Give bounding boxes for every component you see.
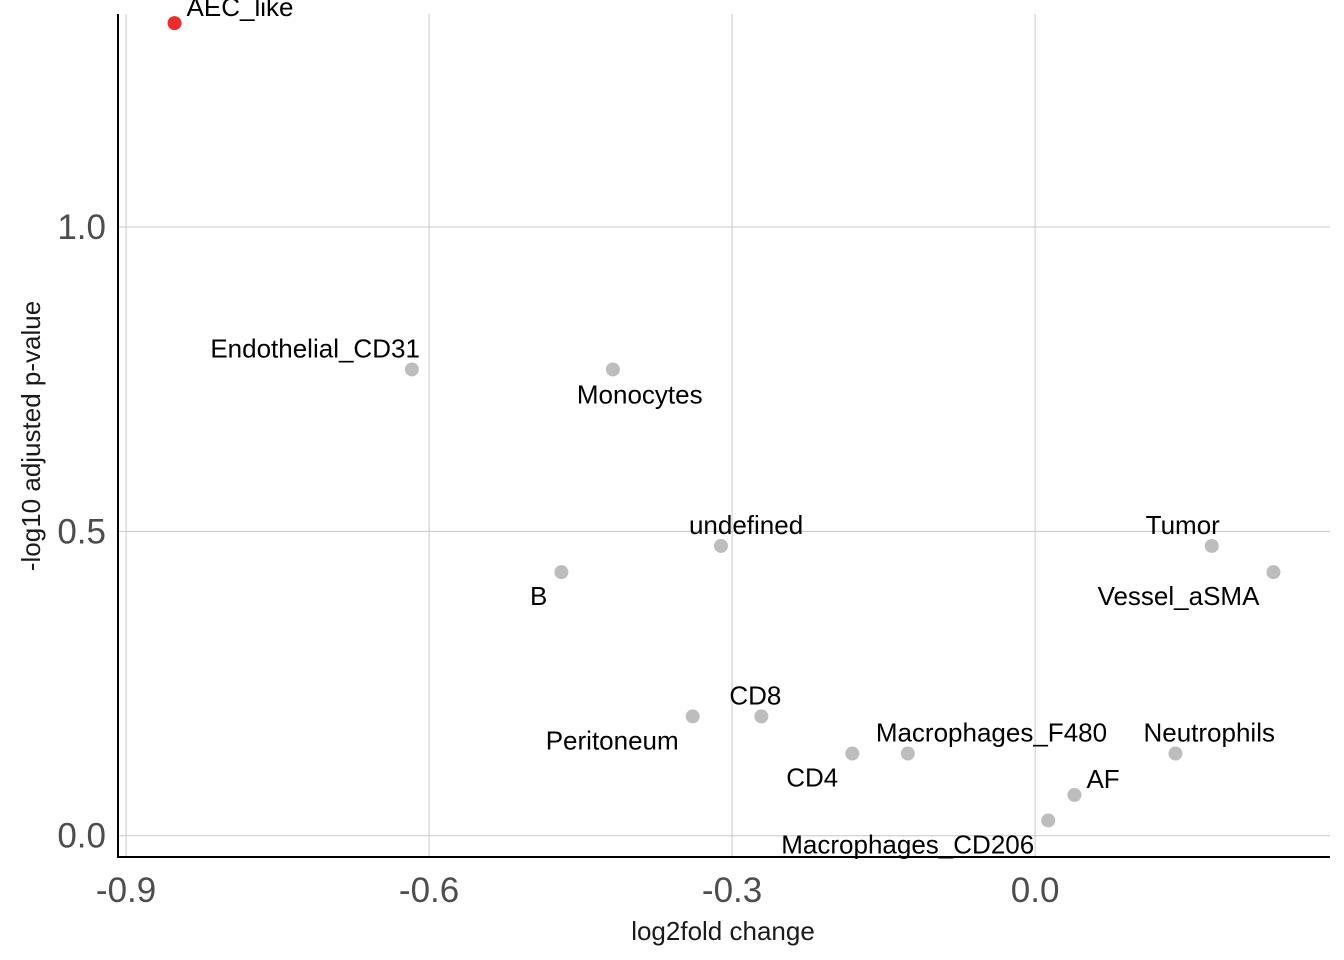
- point-label: CD8: [729, 680, 781, 710]
- point-label: B: [530, 581, 547, 611]
- x-tick-label: -0.3: [702, 871, 762, 910]
- data-point: [1067, 787, 1082, 802]
- x-tick-label: -0.9: [96, 871, 156, 910]
- point-label: AEC_like: [187, 0, 294, 22]
- point-labels: AEC_like Endothelial_CD31 Monocytes undefin…: [187, 0, 1275, 859]
- point-label: Monocytes: [577, 379, 703, 409]
- point-label: Neutrophils: [1143, 718, 1275, 748]
- data-point: [754, 709, 769, 724]
- data-point: [713, 538, 728, 553]
- data-point: [404, 362, 419, 377]
- y-axis-title: -log10 adjusted p-value: [16, 301, 46, 571]
- data-point: [167, 16, 182, 31]
- y-tick-label: 1.0: [57, 208, 106, 247]
- point-label: Vessel_aSMA: [1098, 581, 1261, 611]
- data-point: [1266, 565, 1281, 580]
- data-point: [1204, 538, 1219, 553]
- data-point: [900, 746, 915, 761]
- point-label: Endothelial_CD31: [210, 333, 420, 363]
- data-point: [685, 709, 700, 724]
- x-axis-title: log2fold change: [631, 916, 815, 946]
- data-point: [554, 565, 569, 580]
- data-points: [167, 16, 1281, 828]
- point-label: Tumor: [1146, 510, 1220, 540]
- grid-lines: [118, 14, 1330, 857]
- axes: [117, 14, 1330, 858]
- point-label: undefined: [689, 510, 803, 540]
- point-label: Macrophages_CD206: [781, 829, 1034, 859]
- y-tick-label: 0.0: [57, 817, 106, 856]
- point-label: AF: [1086, 764, 1119, 794]
- data-point: [1041, 813, 1056, 828]
- y-tick-label: 0.5: [57, 512, 106, 551]
- data-point: [1168, 746, 1183, 761]
- x-tick-label: -0.6: [399, 871, 459, 910]
- point-label: Peritoneum: [546, 725, 679, 755]
- point-label: Macrophages_F480: [876, 718, 1107, 748]
- tick-labels: -0.9 -0.6 -0.3 0.0 0.0 0.5 1.0: [57, 208, 1059, 910]
- data-point: [845, 746, 860, 761]
- x-tick-label: 0.0: [1011, 871, 1060, 910]
- point-label: CD4: [786, 763, 838, 793]
- data-point: [605, 362, 620, 377]
